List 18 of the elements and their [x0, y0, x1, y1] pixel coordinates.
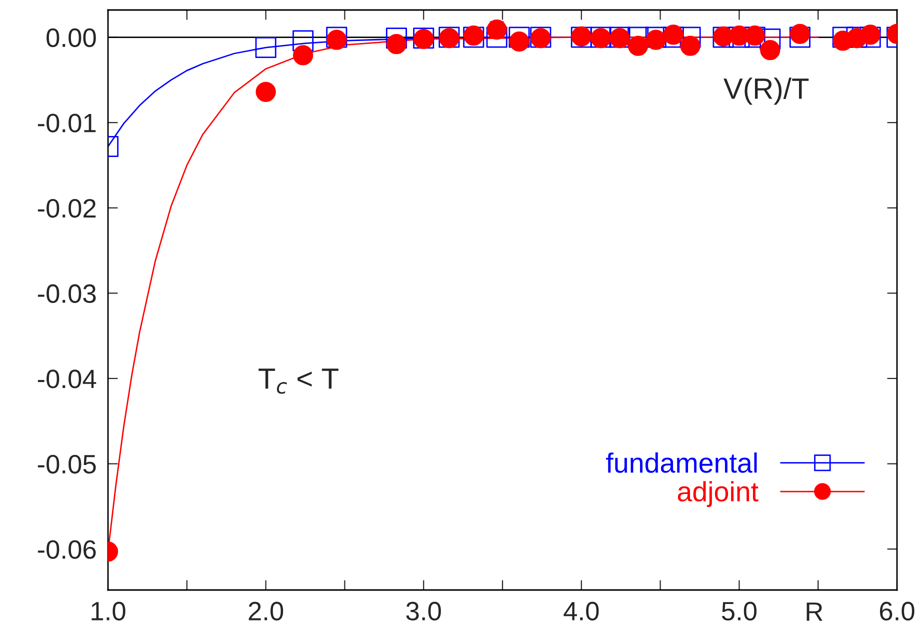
- x-tick-label: 6.0: [880, 602, 914, 620]
- x-tick-label: 3.0: [406, 602, 441, 620]
- x-tick-label: 5.0: [722, 602, 757, 620]
- annotation: T$_{c}$ < T: [258, 368, 338, 394]
- annotation: V(R)/T: [724, 78, 809, 105]
- y-tick-label: -0.05: [38, 454, 96, 474]
- y-tick-label: -0.03: [38, 284, 96, 303]
- y-tick-label: -0.04: [38, 370, 96, 388]
- y-tick-label: 0.00: [46, 28, 96, 48]
- x-tick-label: 4.0: [564, 602, 599, 620]
- y-tick-label: -0.02: [38, 199, 96, 218]
- y-tick-label: -0.06: [38, 540, 96, 559]
- x-axis-title: R: [806, 602, 822, 621]
- legend-label: adjoint: [678, 481, 758, 507]
- x-tick-label: 1.0: [92, 602, 126, 620]
- x-tick-label: 2.0: [248, 602, 284, 620]
- legend-label: fundamental: [606, 452, 757, 473]
- y-tick-label: -0.01: [38, 114, 96, 132]
